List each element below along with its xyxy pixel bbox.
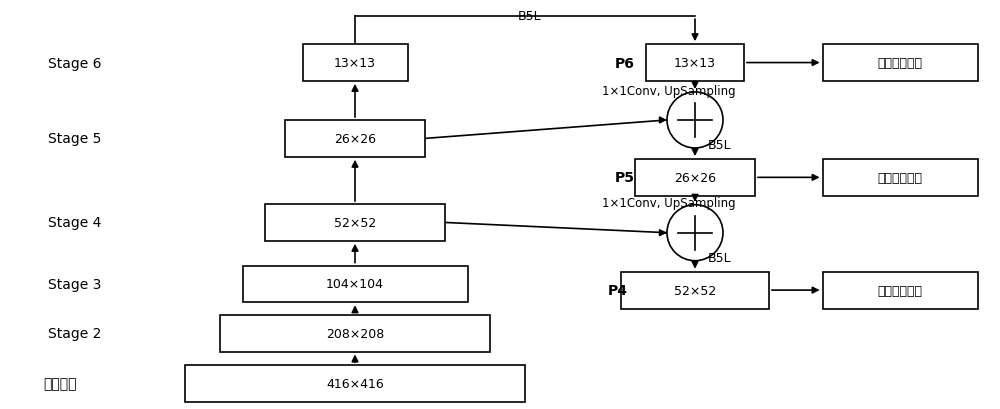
- Text: Stage 5: Stage 5: [48, 132, 102, 146]
- Text: 104×104: 104×104: [326, 278, 384, 291]
- Text: 13×13: 13×13: [334, 57, 376, 70]
- Text: 输入图像: 输入图像: [43, 377, 77, 391]
- Bar: [646, 45, 744, 82]
- Text: P6: P6: [615, 56, 635, 70]
- Text: 1×1Conv, UpSampling: 1×1Conv, UpSampling: [602, 84, 736, 97]
- Ellipse shape: [667, 93, 723, 148]
- Text: Stage 2: Stage 2: [48, 326, 102, 340]
- Text: 26×26: 26×26: [334, 133, 376, 146]
- Text: 26×26: 26×26: [674, 171, 716, 184]
- Bar: [822, 160, 978, 196]
- Text: Stage 6: Stage 6: [48, 56, 102, 70]
- Text: 预测头部网络: 预测头部网络: [878, 57, 922, 70]
- Text: B5L: B5L: [708, 139, 732, 152]
- Text: Stage 4: Stage 4: [48, 216, 102, 230]
- Text: P5: P5: [615, 171, 635, 185]
- Bar: [822, 45, 978, 82]
- Text: 13×13: 13×13: [674, 57, 716, 70]
- Text: 416×416: 416×416: [326, 377, 384, 390]
- Bar: [621, 272, 769, 309]
- Bar: [635, 160, 755, 196]
- Text: 52×52: 52×52: [674, 284, 716, 297]
- Bar: [220, 315, 490, 352]
- Bar: [242, 266, 468, 303]
- Text: 预测头部网络: 预测头部网络: [878, 284, 922, 297]
- Text: 1×1Conv, UpSampling: 1×1Conv, UpSampling: [602, 197, 736, 210]
- Text: 208×208: 208×208: [326, 327, 384, 340]
- Bar: [285, 121, 425, 157]
- Text: B5L: B5L: [518, 10, 542, 23]
- Text: B5L: B5L: [708, 251, 732, 264]
- Text: Stage 3: Stage 3: [48, 277, 102, 291]
- Ellipse shape: [667, 205, 723, 261]
- Bar: [185, 365, 525, 402]
- Bar: [302, 45, 408, 82]
- Text: P4: P4: [608, 283, 628, 297]
- Text: 52×52: 52×52: [334, 216, 376, 229]
- Text: 预测头部网络: 预测头部网络: [878, 171, 922, 184]
- Bar: [822, 272, 978, 309]
- Bar: [265, 204, 445, 241]
